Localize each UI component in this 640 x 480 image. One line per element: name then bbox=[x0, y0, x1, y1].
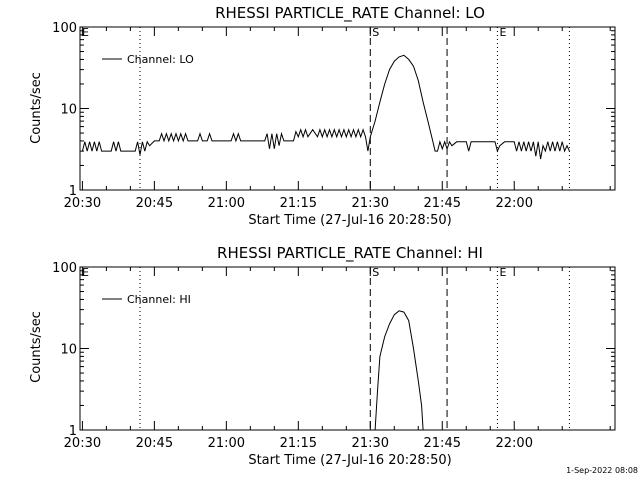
marker-label: S bbox=[372, 26, 379, 39]
y-tick-label: 1 bbox=[69, 424, 77, 439]
y-axis-label: Counts/sec bbox=[29, 311, 44, 383]
x-tick-label: 20:30 bbox=[64, 436, 101, 451]
y-tick-label: 10 bbox=[60, 103, 77, 118]
x-axis-label: Start Time (27-Jul-16 20:28:50) bbox=[248, 213, 451, 228]
plot-area: 20:30 20:45 21:00 21:15 21:30 21:45 22:00 1 10 10… bbox=[52, 261, 616, 451]
x-tick-label: 20:30 bbox=[64, 196, 101, 211]
y-axis-label: Counts/sec bbox=[29, 72, 44, 144]
x-tick-label: 20:45 bbox=[136, 196, 173, 211]
footer-timestamp: 1-Sep-2022 08:08 bbox=[566, 466, 638, 475]
y-tick-label: 100 bbox=[52, 261, 77, 276]
x-tick-label: 21:30 bbox=[352, 196, 389, 211]
x-tick-label: 22:00 bbox=[496, 196, 533, 211]
x-tick-label: 21:00 bbox=[208, 196, 245, 211]
x-axis-label: Start Time (27-Jul-16 20:28:50) bbox=[248, 453, 451, 468]
corner-marker-label: E bbox=[82, 266, 89, 279]
x-tick-label: 21:15 bbox=[280, 196, 317, 211]
x-tick-label: 21:00 bbox=[208, 436, 245, 451]
plot-frame bbox=[79, 26, 616, 191]
series-line bbox=[374, 310, 424, 431]
plot-area: 20:30 20:45 21:00 21:15 21:30 21:45 22:00 1 10 10… bbox=[52, 21, 616, 211]
x-tick-label: 22:00 bbox=[496, 436, 533, 451]
chart-title: RHESSI PARTICLE_RATE Channel: HI bbox=[217, 244, 483, 263]
chart-title: RHESSI PARTICLE_RATE Channel: LO bbox=[215, 4, 485, 23]
y-tick-label: 100 bbox=[52, 21, 77, 36]
corner-marker-label: E bbox=[82, 26, 89, 39]
x-tick-label: 20:45 bbox=[136, 436, 173, 451]
marker-label: E bbox=[499, 26, 506, 39]
chart-hi: RHESSI PARTICLE_RATE Channel: HI 20:30 20… bbox=[29, 244, 616, 468]
x-tick-label: 21:45 bbox=[424, 196, 461, 211]
plot-frame bbox=[79, 266, 616, 431]
series-line bbox=[81, 54, 570, 160]
legend-label: Channel: LO bbox=[127, 53, 194, 66]
marker-label: S bbox=[372, 266, 379, 279]
marker-label: E bbox=[499, 266, 506, 279]
x-tick-label: 21:45 bbox=[424, 436, 461, 451]
y-tick-label: 10 bbox=[60, 343, 77, 358]
x-tick-label: 21:15 bbox=[280, 436, 317, 451]
legend-label: Channel: HI bbox=[127, 293, 191, 306]
chart-lo: RHESSI PARTICLE_RATE Channel: LO 20:30 20… bbox=[29, 4, 616, 228]
y-tick-label: 1 bbox=[69, 184, 77, 199]
x-tick-label: 21:30 bbox=[352, 436, 389, 451]
